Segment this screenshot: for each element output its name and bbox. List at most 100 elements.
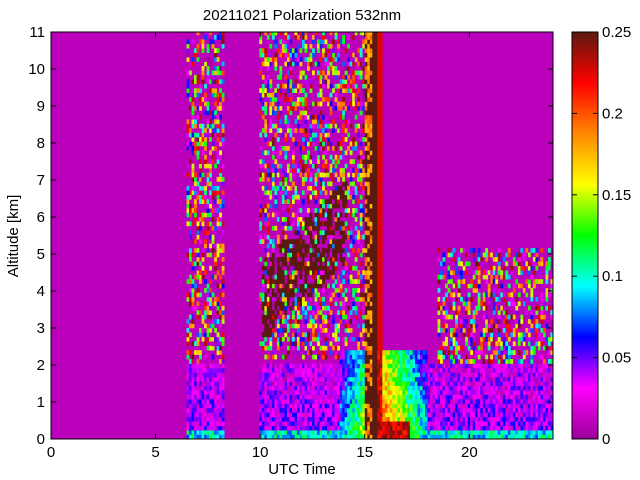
heatmap-cell xyxy=(264,416,268,422)
heatmap-cell xyxy=(186,390,190,395)
heatmap-cell xyxy=(304,43,308,49)
heatmap-cell xyxy=(359,367,363,373)
heatmap-cell xyxy=(271,367,275,373)
heatmap-cell xyxy=(196,310,200,315)
heatmap-cell xyxy=(284,83,288,89)
heatmap-cell xyxy=(450,354,453,360)
heatmap-cell xyxy=(221,376,225,382)
heatmap-cell xyxy=(284,225,288,231)
heatmap-cell xyxy=(294,376,298,382)
heatmap-cell xyxy=(419,354,423,360)
heatmap-cell xyxy=(314,217,318,222)
heatmap-cell xyxy=(194,123,197,129)
heatmap-cell xyxy=(186,336,190,342)
heatmap-cell xyxy=(457,310,461,315)
heatmap-cell xyxy=(432,407,436,413)
heatmap-cell xyxy=(364,367,368,373)
heatmap-cell xyxy=(201,376,205,382)
heatmap-cell xyxy=(281,385,285,391)
heatmap-cell xyxy=(440,403,443,409)
heatmap-cell xyxy=(309,319,313,324)
heatmap-cell xyxy=(372,52,376,58)
heatmap-cell xyxy=(339,221,343,227)
heatmap-cell xyxy=(196,390,200,395)
heatmap-cell xyxy=(372,212,376,218)
heatmap-cell xyxy=(276,101,280,107)
heatmap-cell xyxy=(319,403,323,409)
heatmap-cell xyxy=(372,310,376,315)
heatmap-cell xyxy=(430,434,433,439)
heatmap-cell xyxy=(314,385,318,391)
heatmap-cell xyxy=(342,314,345,320)
heatmap-cell xyxy=(209,194,212,200)
heatmap-cell xyxy=(332,416,335,422)
heatmap-cell xyxy=(266,92,270,98)
heatmap-cell xyxy=(442,390,446,395)
heatmap-cell xyxy=(302,145,305,151)
heatmap-cell xyxy=(304,101,308,107)
heatmap-cell xyxy=(374,248,378,253)
heatmap-cell xyxy=(199,354,202,360)
heatmap-cell xyxy=(299,101,303,107)
heatmap-cell xyxy=(261,159,265,165)
heatmap-cell xyxy=(299,74,303,80)
heatmap-cell xyxy=(281,221,285,227)
heatmap-cell xyxy=(462,332,466,338)
heatmap-cell xyxy=(299,425,303,431)
heatmap-cell xyxy=(194,106,197,111)
heatmap-cell xyxy=(284,217,288,222)
heatmap-cell xyxy=(216,128,220,133)
heatmap-cell xyxy=(317,114,320,120)
heatmap-cell xyxy=(322,314,325,320)
heatmap-cell xyxy=(317,412,320,418)
heatmap-cell xyxy=(475,270,478,276)
heatmap-cell xyxy=(199,185,202,191)
heatmap-cell xyxy=(349,430,353,435)
heatmap-cell xyxy=(372,208,376,213)
heatmap-cell xyxy=(455,381,458,387)
heatmap-cell xyxy=(302,34,305,40)
heatmap-cell xyxy=(352,292,356,298)
heatmap-cell xyxy=(261,292,265,298)
heatmap-cell xyxy=(219,403,222,409)
heatmap-cell xyxy=(322,390,325,395)
heatmap-cell xyxy=(189,194,192,200)
heatmap-cell xyxy=(487,430,491,435)
heatmap-cell xyxy=(455,399,458,404)
heatmap-cell xyxy=(440,270,443,276)
heatmap-cell xyxy=(266,194,270,200)
heatmap-cell xyxy=(374,283,378,289)
heatmap-cell xyxy=(201,314,205,320)
heatmap-cell xyxy=(472,367,476,373)
heatmap-cell xyxy=(324,305,328,311)
heatmap-cell xyxy=(281,168,285,173)
heatmap-cell xyxy=(206,199,210,204)
heatmap-cell xyxy=(392,367,396,373)
heatmap-cell xyxy=(372,185,376,191)
heatmap-cell xyxy=(344,79,348,85)
heatmap-cell xyxy=(427,399,431,404)
heatmap-cell xyxy=(334,32,338,36)
heatmap-cell xyxy=(480,430,484,435)
heatmap-cell xyxy=(221,381,225,387)
heatmap-cell xyxy=(269,190,273,196)
heatmap-cell xyxy=(362,354,366,360)
heatmap-cell xyxy=(362,39,366,45)
heatmap-cell xyxy=(362,106,366,111)
heatmap-cell xyxy=(266,57,270,62)
heatmap-cell xyxy=(276,145,280,151)
heatmap-cell xyxy=(284,412,288,418)
heatmap-cell xyxy=(377,181,381,187)
heatmap-cell xyxy=(445,336,448,342)
heatmap-cell xyxy=(354,394,358,400)
heatmap-cell xyxy=(334,372,338,378)
heatmap-cell xyxy=(221,292,225,298)
heatmap-cell xyxy=(374,66,378,71)
heatmap-cell xyxy=(447,407,451,413)
heatmap-cell xyxy=(294,248,298,253)
heatmap-cell xyxy=(372,83,376,89)
heatmap-cell xyxy=(357,367,361,373)
heatmap-cell xyxy=(201,399,205,404)
heatmap-cell xyxy=(211,145,215,151)
heatmap-cell xyxy=(317,172,320,178)
